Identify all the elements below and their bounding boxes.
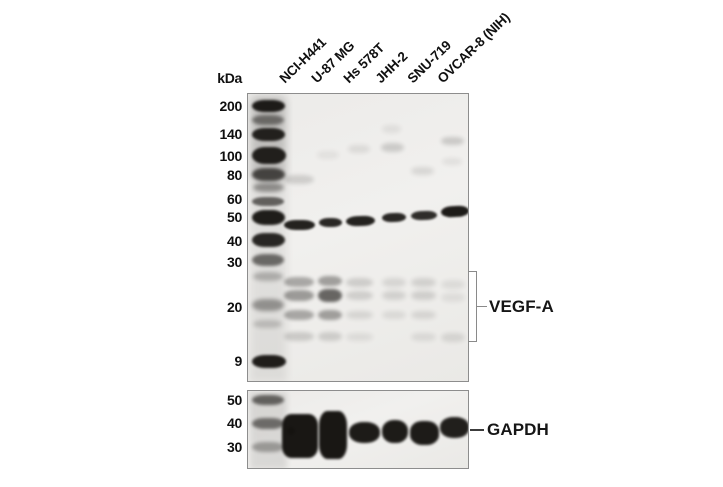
vegfa-bracket-bottom-arm xyxy=(468,341,477,342)
vegfa-blot-panel xyxy=(247,93,469,382)
blot-band xyxy=(411,167,434,175)
blot-band xyxy=(440,417,468,438)
blot-band xyxy=(253,320,282,328)
blot-band xyxy=(441,137,464,145)
blot-band xyxy=(317,151,339,159)
marker-label: 100 xyxy=(219,148,243,164)
marker-label: 30 xyxy=(227,254,242,270)
marker-label: 80 xyxy=(227,167,242,183)
blot-band xyxy=(318,276,342,286)
blot-band xyxy=(284,175,314,184)
blot-band xyxy=(252,442,284,452)
vegfa-bracket-pointer-dash xyxy=(477,306,487,307)
marker-label: 40 xyxy=(227,415,242,431)
blot-band xyxy=(284,290,314,301)
blot-band xyxy=(252,254,284,266)
blot-band xyxy=(252,210,285,225)
gapdh-blot-panel xyxy=(247,390,469,469)
blot-band xyxy=(253,183,284,192)
blot-band xyxy=(252,355,286,368)
blot-band xyxy=(410,421,439,445)
blot-band xyxy=(252,128,285,141)
blot-band xyxy=(411,291,436,300)
blot-band xyxy=(345,215,376,227)
blot-band xyxy=(442,158,462,165)
blot-band xyxy=(252,115,284,125)
blot-band xyxy=(381,143,404,152)
blot-band xyxy=(381,212,407,223)
blot-band xyxy=(284,277,314,287)
blot-band xyxy=(346,291,373,300)
blot-band xyxy=(382,125,401,133)
blot-band xyxy=(252,100,285,112)
blot-band xyxy=(284,220,315,230)
marker-label: 50 xyxy=(227,209,242,225)
blot-band xyxy=(411,278,436,287)
vegfa-bracket-line xyxy=(476,271,477,342)
marker-label: 20 xyxy=(227,299,242,315)
blot-band xyxy=(410,210,438,221)
blot-band xyxy=(382,278,406,287)
blot-band xyxy=(348,145,370,153)
blot-band xyxy=(382,311,406,319)
marker-label: 30 xyxy=(227,439,242,455)
blot-band xyxy=(441,293,465,302)
blot-band xyxy=(318,310,342,320)
blot-band xyxy=(440,205,468,218)
gapdh-annotation: GAPDH xyxy=(487,420,549,439)
blot-band xyxy=(318,332,342,341)
blot-band xyxy=(411,311,436,319)
blot-band xyxy=(284,332,314,341)
marker-label: 40 xyxy=(227,233,242,249)
blot-band xyxy=(253,272,283,281)
blot-band xyxy=(319,411,347,459)
blot-band xyxy=(382,291,406,300)
blot-band xyxy=(319,218,342,227)
blot-band xyxy=(252,233,285,247)
blot-band xyxy=(349,422,380,443)
marker-label: 140 xyxy=(219,126,243,142)
blot-band xyxy=(252,299,284,311)
blot-band xyxy=(252,418,284,429)
blot-band xyxy=(382,420,408,443)
blot-band xyxy=(252,168,285,181)
vegfa-bracket-top-arm xyxy=(468,271,477,272)
marker-label: 60 xyxy=(227,191,242,207)
blot-band xyxy=(346,333,373,341)
marker-label: 50 xyxy=(227,392,242,408)
kda-units-label: kDa xyxy=(217,70,242,86)
blot-band xyxy=(252,147,286,164)
marker-label: 9 xyxy=(234,353,243,369)
marker-label: 200 xyxy=(219,98,243,114)
blot-band xyxy=(282,414,318,458)
blot-band xyxy=(411,333,436,341)
blot-band xyxy=(284,310,314,320)
blot-band xyxy=(252,197,284,206)
blot-band xyxy=(318,289,342,302)
blot-band xyxy=(252,395,284,405)
blot-band xyxy=(346,278,373,287)
blot-band xyxy=(441,280,465,289)
blot-band xyxy=(346,311,373,319)
blot-band xyxy=(441,333,465,342)
vegfa-annotation: VEGF-A xyxy=(489,297,554,316)
gapdh-pointer-dash xyxy=(470,429,484,431)
